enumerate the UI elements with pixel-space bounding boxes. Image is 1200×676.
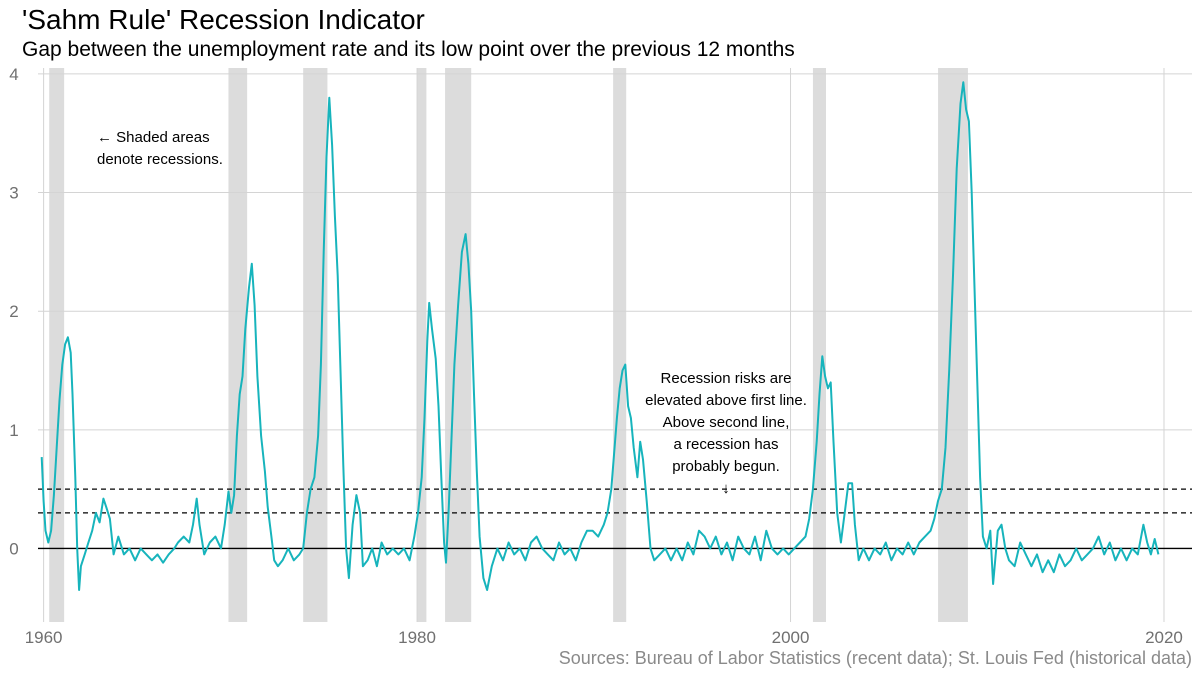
x-tick-label: 2020 <box>1145 628 1183 647</box>
y-tick-label: 1 <box>9 421 18 440</box>
series-line-group <box>40 81 1160 591</box>
recession-band <box>938 68 968 622</box>
annotations: ← Shaded areas denote recessions. Recessio… <box>97 129 807 497</box>
recession-note: ← Shaded areas <box>97 129 210 146</box>
x-tick-label: 1960 <box>25 628 63 647</box>
y-tick-label: 3 <box>9 184 18 203</box>
y-axis-ticks: 0 1 2 3 4 <box>9 65 18 559</box>
recession-band <box>445 68 472 622</box>
x-tick-label: 2000 <box>772 628 810 647</box>
recession-band <box>49 68 65 622</box>
threshold-note: a recession has <box>673 436 778 453</box>
recession-band <box>613 68 627 622</box>
series-line <box>40 81 1160 591</box>
x-axis-ticks: 1960 1980 2000 2020 <box>25 628 1183 647</box>
recession-band <box>228 68 248 622</box>
chart-subtitle: Gap between the unemployment rate and it… <box>22 38 795 61</box>
y-tick-label: 2 <box>9 302 18 321</box>
y-tick-label: 4 <box>9 65 18 84</box>
recession-bands <box>49 68 968 622</box>
source-note: Sources: Bureau of Labor Statistics (rec… <box>558 648 1192 668</box>
threshold-note: probably begun. <box>672 458 780 475</box>
y-tick-label: 0 <box>9 539 18 558</box>
x-tick-label: 1980 <box>398 628 436 647</box>
chart-title: 'Sahm Rule' Recession Indicator <box>22 4 425 35</box>
recession-note: denote recessions. <box>97 151 223 168</box>
threshold-note: Above second line, <box>663 414 790 431</box>
threshold-note: ↓ <box>722 480 730 497</box>
threshold-note: Recession risks are <box>661 370 792 387</box>
threshold-note: elevated above first line. <box>645 392 807 409</box>
recession-band <box>303 68 328 622</box>
recession-band <box>812 68 827 622</box>
recession-band <box>417 68 427 622</box>
